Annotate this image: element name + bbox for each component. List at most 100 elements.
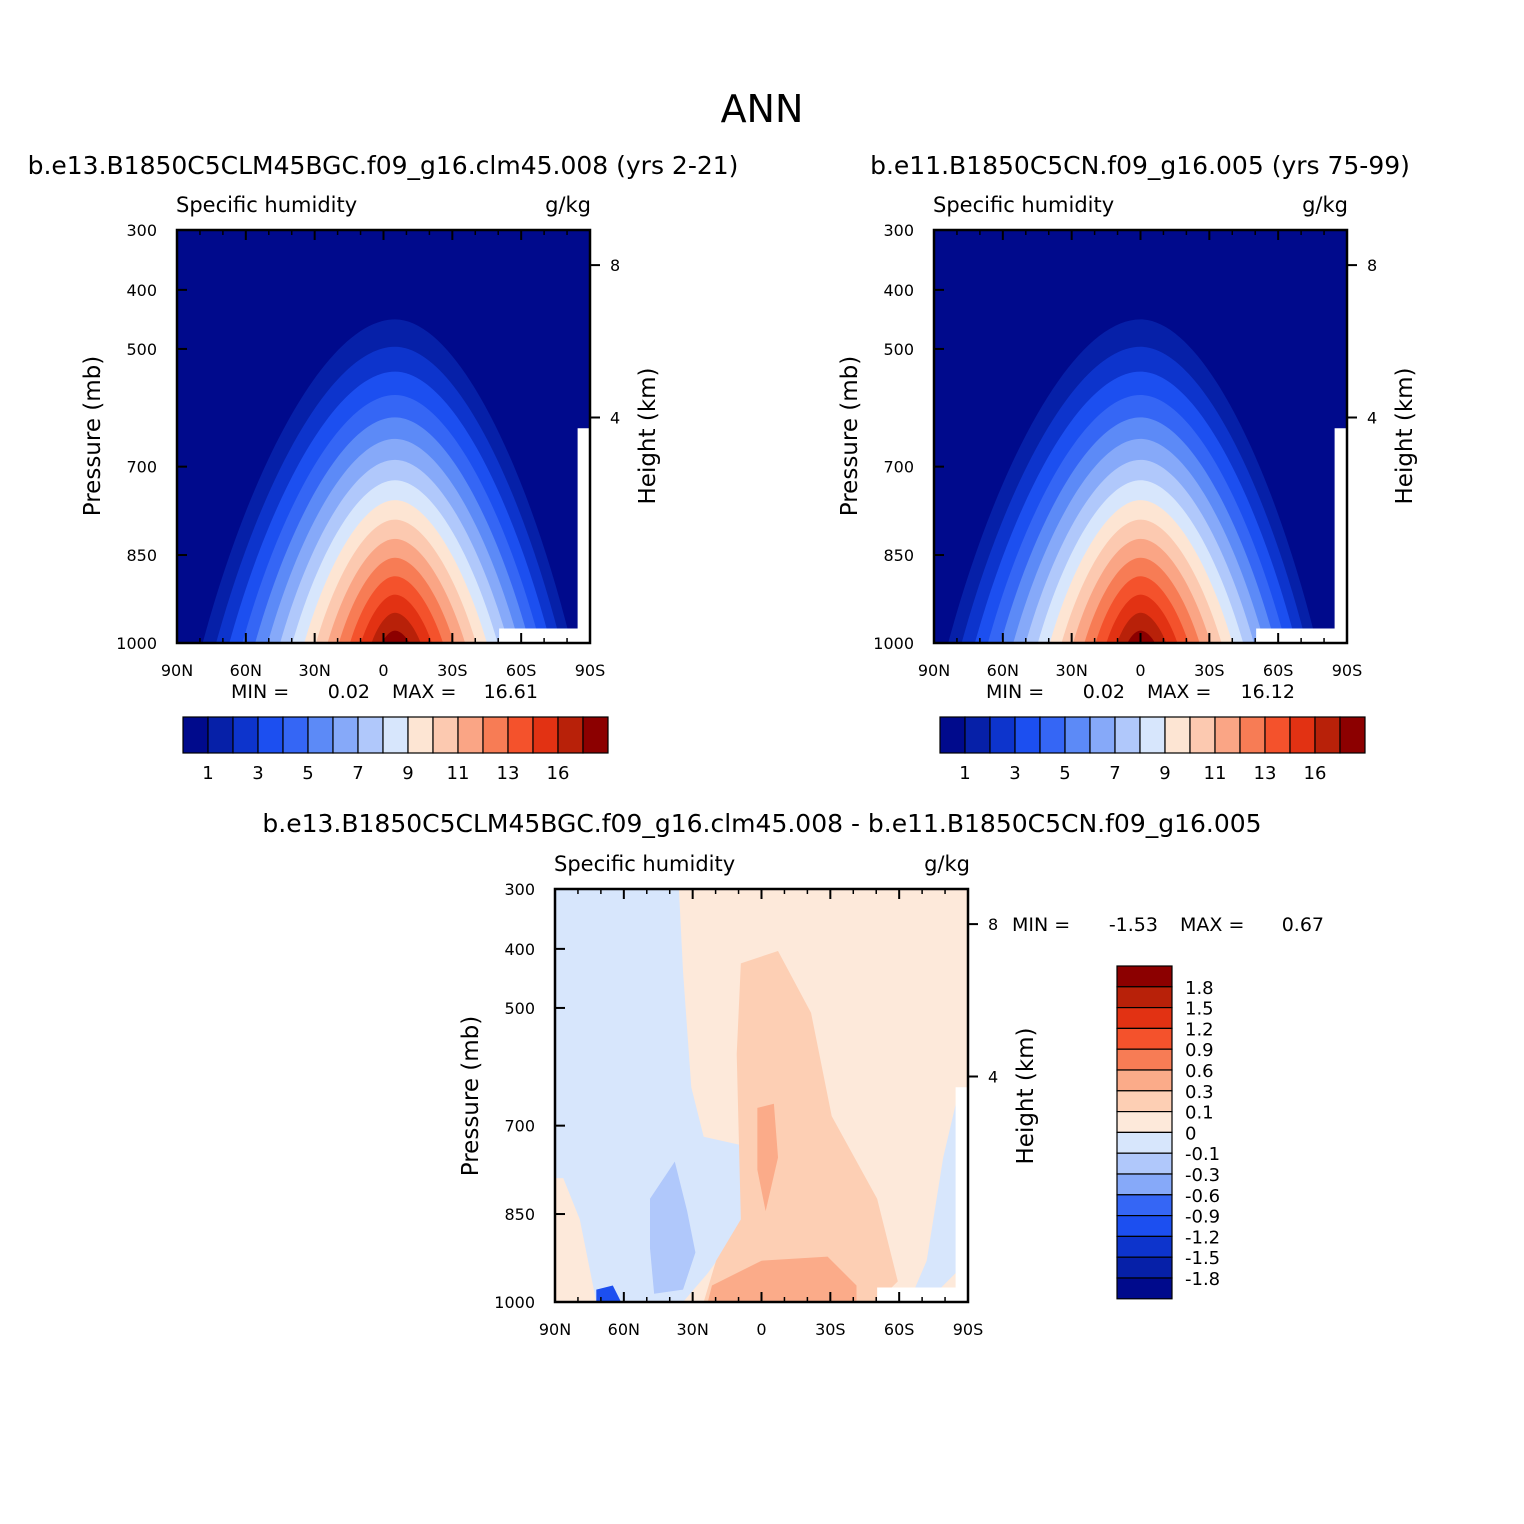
colorbar-label: 9 — [402, 763, 413, 784]
y-tick-label: 400 — [126, 281, 157, 300]
colorbar-label: 1.2 — [1185, 1019, 1214, 1040]
negative-spot — [596, 1285, 622, 1302]
y-tick-label: 700 — [126, 458, 157, 477]
panel-diff: b.e13.B1850C5CLM45BGC.f09_g16.clm45.008 … — [262, 809, 1324, 1339]
colorbar-box — [1014, 716, 1041, 754]
colorbar-box — [1116, 1277, 1173, 1300]
panel-left-units: g/kg — [545, 193, 591, 217]
colorbar-box — [1239, 716, 1266, 754]
colorbar-box — [582, 716, 609, 754]
colorbar-label: 0 — [1185, 1123, 1196, 1144]
colorbar-box — [1116, 1235, 1173, 1258]
x-tick-label: 90S — [575, 661, 606, 680]
y-tick-label: 500 — [504, 999, 535, 1018]
colorbar-label: 0.9 — [1185, 1040, 1214, 1061]
x-tick-label: 30S — [1194, 661, 1225, 680]
colorbar-label: -1.2 — [1185, 1227, 1220, 1248]
panel-right-ylabel: Pressure (mb) — [837, 356, 863, 516]
positive-region-strong — [757, 1103, 779, 1212]
positive-region-surface — [707, 1256, 857, 1302]
x-tick-label: 60S — [1263, 661, 1294, 680]
y-tick-label: 400 — [883, 281, 914, 300]
colorbar-label: 0.1 — [1185, 1103, 1214, 1124]
panel-diff-min-label: MIN = — [1012, 914, 1070, 936]
panel-right-plot: 90N 60N 30N 0 30S 60S 90S 300 400 500 700 850 1000 8 4 — [873, 221, 1377, 680]
colorbar-label: -1.5 — [1185, 1248, 1220, 1269]
colorbar-label: 0.6 — [1185, 1061, 1214, 1082]
colorbar-box — [1314, 716, 1341, 754]
contour-level — [381, 630, 410, 643]
colorbar-label: -0.6 — [1185, 1186, 1220, 1207]
y2-tick-label: 4 — [1367, 409, 1377, 428]
x-tick-label: 90N — [539, 1320, 571, 1339]
colorbar-box — [507, 716, 534, 754]
panel-right-max-label: MAX = — [1147, 681, 1211, 703]
panel-right-min-value: 0.02 — [1083, 681, 1125, 703]
panel-diff-colorbar: 1.81.51.20.90.60.30.10-0.1-0.3-0.6-0.9-1… — [1116, 965, 1220, 1300]
colorbar-box — [1116, 965, 1173, 988]
colorbar-label: -1.8 — [1185, 1269, 1220, 1290]
panel-right-variable: Specific humidity — [933, 193, 1114, 217]
y-tick-label: 700 — [504, 1117, 535, 1136]
panel-diff-max-label: MAX = — [1180, 914, 1244, 936]
panel-right-max-value: 16.12 — [1241, 681, 1295, 703]
panel-diff-y2label: Height (km) — [1013, 1027, 1039, 1164]
colorbar-label: 1 — [202, 763, 213, 784]
colorbar-label: 3 — [252, 763, 263, 784]
negative-region-south — [914, 1087, 960, 1290]
panel-diff-max-value: 0.67 — [1282, 914, 1324, 936]
panel-right-title: b.e11.B1850C5CN.f09_g16.005 (yrs 75-99) — [870, 151, 1410, 180]
panel-right-units: g/kg — [1302, 193, 1348, 217]
panel-left-max-label: MAX = — [392, 681, 456, 703]
colorbar-box — [1064, 716, 1091, 754]
colorbar-box — [282, 716, 309, 754]
x-tick-label: 60S — [506, 661, 537, 680]
colorbar-box — [482, 716, 509, 754]
contour-level — [1117, 612, 1167, 643]
colorbar-box — [1139, 716, 1166, 754]
colorbar-box — [1089, 716, 1116, 754]
x-tick-label: 60N — [987, 661, 1019, 680]
colorbar-box — [1116, 1131, 1173, 1154]
colorbar-label: 13 — [497, 763, 520, 784]
colorbar-label: -0.3 — [1185, 1165, 1220, 1186]
y-tick-label: 1000 — [873, 634, 914, 653]
negative-region-strong — [649, 1161, 696, 1294]
colorbar-label: 3 — [1009, 763, 1020, 784]
panel-left-title: b.e13.B1850C5CLM45BGC.f09_g16.clm45.008 … — [28, 151, 739, 180]
colorbar-box — [1116, 1006, 1173, 1029]
y2-tick-label: 8 — [1367, 256, 1377, 275]
x-tick-label: 90N — [161, 661, 193, 680]
y-tick-label: 300 — [126, 221, 157, 240]
panel-diff-min-value: -1.53 — [1109, 914, 1158, 936]
y2-tick-label: 4 — [610, 409, 620, 428]
panel-right: b.e11.B1850C5CN.f09_g16.005 (yrs 75-99) … — [837, 151, 1418, 784]
x-tick-label: 60S — [884, 1320, 915, 1339]
panel-left-min-value: 0.02 — [328, 681, 370, 703]
panel-left-colorbar: 1 3 5 7 9 11 13 16 — [182, 716, 609, 784]
colorbar-box — [1116, 1214, 1173, 1237]
x-tick-label: 0 — [378, 661, 388, 680]
colorbar-box — [357, 716, 384, 754]
colorbar-box — [1116, 1173, 1173, 1196]
panel-diff-title: b.e13.B1850C5CLM45BGC.f09_g16.clm45.008 … — [262, 809, 1261, 838]
colorbar-box — [1114, 716, 1141, 754]
x-tick-label: 60N — [608, 1320, 640, 1339]
colorbar-box — [232, 716, 259, 754]
colorbar-box — [182, 716, 209, 754]
colorbar-box — [1116, 1069, 1173, 1092]
panel-right-y2label: Height (km) — [1392, 367, 1418, 504]
x-tick-label: 30N — [299, 661, 331, 680]
colorbar-box — [1264, 716, 1291, 754]
colorbar-label: 7 — [1109, 763, 1120, 784]
colorbar-box — [964, 716, 991, 754]
colorbar-box — [1116, 1194, 1173, 1217]
x-tick-label: 90S — [953, 1320, 984, 1339]
colorbar-box — [1039, 716, 1066, 754]
colorbar-box — [532, 716, 559, 754]
panel-diff-ylabel: Pressure (mb) — [458, 1016, 484, 1176]
topography-mask — [877, 1087, 968, 1302]
colorbar-box — [1214, 716, 1241, 754]
colorbar-label: -0.9 — [1185, 1207, 1220, 1228]
colorbar-label: 1 — [959, 763, 970, 784]
